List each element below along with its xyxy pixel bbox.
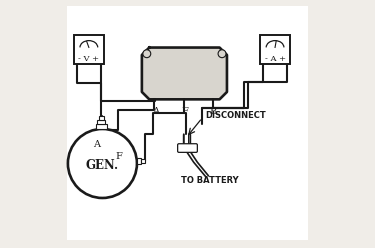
Bar	[74, 35, 104, 63]
Text: A: A	[152, 107, 159, 116]
Circle shape	[218, 50, 226, 58]
Circle shape	[68, 129, 137, 198]
Circle shape	[143, 50, 151, 58]
Bar	[96, 124, 106, 129]
Text: A: A	[93, 140, 100, 150]
Text: DISCONNECT: DISCONNECT	[205, 111, 266, 120]
FancyBboxPatch shape	[67, 6, 308, 240]
Text: B: B	[210, 107, 217, 116]
Text: - A +: - A +	[264, 55, 285, 63]
Bar	[141, 159, 145, 163]
Bar	[99, 116, 104, 120]
Text: F: F	[115, 152, 122, 160]
Bar	[137, 157, 141, 164]
Polygon shape	[142, 48, 227, 99]
FancyBboxPatch shape	[178, 144, 197, 152]
Bar	[98, 120, 105, 124]
Text: TO BATTERY: TO BATTERY	[181, 176, 238, 185]
Text: GEN.: GEN.	[86, 159, 119, 172]
Text: F: F	[181, 107, 188, 116]
Bar	[260, 35, 290, 63]
Text: - V +: - V +	[78, 55, 99, 63]
